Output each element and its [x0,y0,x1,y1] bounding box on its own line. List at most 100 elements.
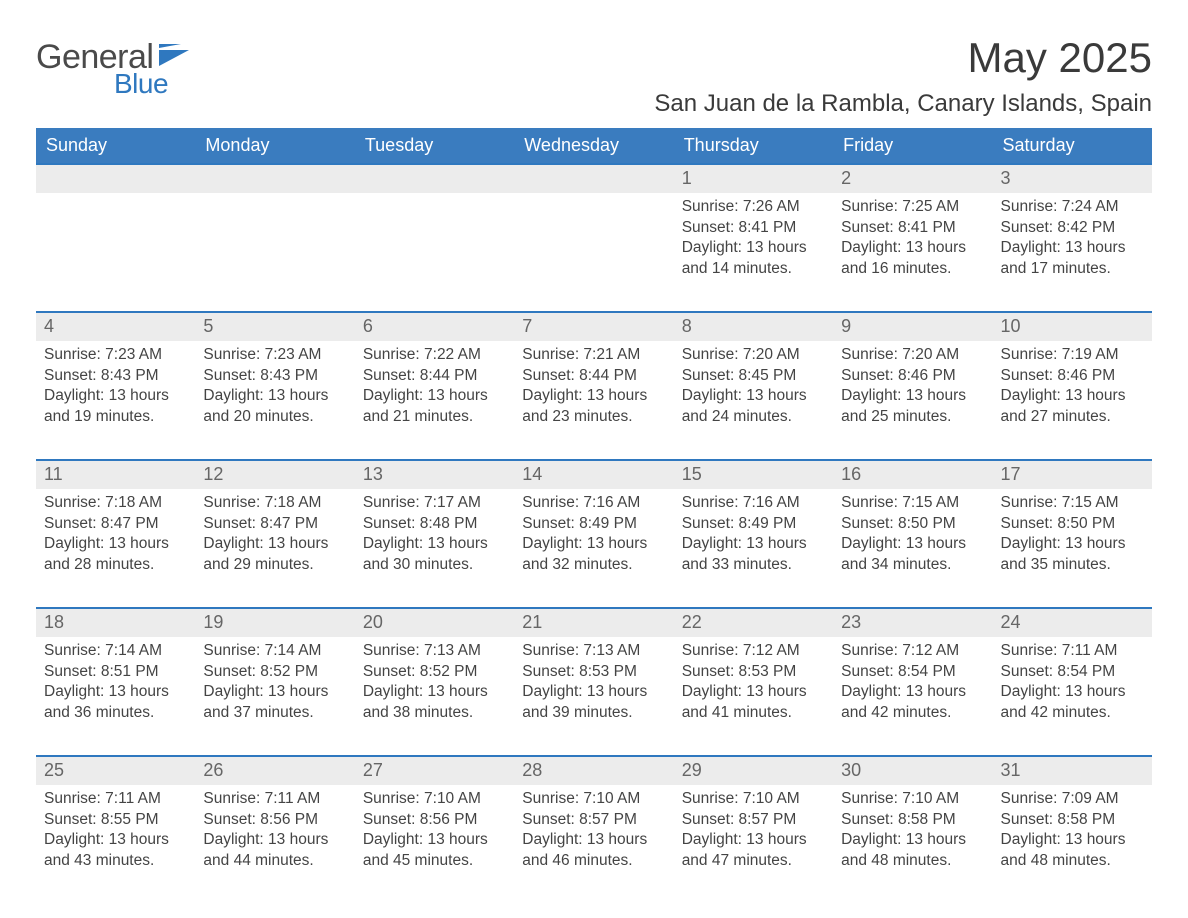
calendar-day-cell: 14Sunrise: 7:16 AMSunset: 8:49 PMDayligh… [514,459,673,607]
day-number [195,163,354,193]
sunset-line: Sunset: 8:49 PM [682,514,825,535]
calendar-day-cell: 20Sunrise: 7:13 AMSunset: 8:52 PMDayligh… [355,607,514,755]
day-details: Sunrise: 7:16 AMSunset: 8:49 PMDaylight:… [674,489,833,585]
page-header: General Blue May 2025 San Juan de la Ram… [36,34,1152,118]
weekday-header: Friday [833,128,992,163]
calendar-header-row: SundayMondayTuesdayWednesdayThursdayFrid… [36,128,1152,163]
day-details: Sunrise: 7:21 AMSunset: 8:44 PMDaylight:… [514,341,673,437]
day-number [355,163,514,193]
day-number: 7 [514,311,673,341]
daylight-line: Daylight: 13 hours and 24 minutes. [682,386,825,428]
day-details: Sunrise: 7:11 AMSunset: 8:54 PMDaylight:… [993,637,1152,733]
sunrise-line: Sunrise: 7:26 AM [682,197,825,218]
daylight-line: Daylight: 13 hours and 45 minutes. [363,830,506,872]
calendar-day-cell: 23Sunrise: 7:12 AMSunset: 8:54 PMDayligh… [833,607,992,755]
calendar-day-cell: 29Sunrise: 7:10 AMSunset: 8:57 PMDayligh… [674,755,833,903]
day-details [355,193,514,205]
calendar-day-cell: 19Sunrise: 7:14 AMSunset: 8:52 PMDayligh… [195,607,354,755]
day-number: 11 [36,459,195,489]
sunrise-line: Sunrise: 7:11 AM [203,789,346,810]
day-details: Sunrise: 7:12 AMSunset: 8:54 PMDaylight:… [833,637,992,733]
calendar-day-cell: 18Sunrise: 7:14 AMSunset: 8:51 PMDayligh… [36,607,195,755]
day-details: Sunrise: 7:15 AMSunset: 8:50 PMDaylight:… [993,489,1152,585]
day-number: 28 [514,755,673,785]
calendar-day-cell: 9Sunrise: 7:20 AMSunset: 8:46 PMDaylight… [833,311,992,459]
day-number: 23 [833,607,992,637]
calendar-day-cell: 22Sunrise: 7:12 AMSunset: 8:53 PMDayligh… [674,607,833,755]
sunset-line: Sunset: 8:47 PM [44,514,187,535]
daylight-line: Daylight: 13 hours and 17 minutes. [1001,238,1144,280]
day-number: 6 [355,311,514,341]
sunrise-line: Sunrise: 7:17 AM [363,493,506,514]
day-number: 26 [195,755,354,785]
calendar-page: General Blue May 2025 San Juan de la Ram… [0,0,1188,918]
day-number: 20 [355,607,514,637]
day-details: Sunrise: 7:10 AMSunset: 8:58 PMDaylight:… [833,785,992,881]
daylight-line: Daylight: 13 hours and 28 minutes. [44,534,187,576]
calendar-day-cell: 2Sunrise: 7:25 AMSunset: 8:41 PMDaylight… [833,163,992,311]
day-details: Sunrise: 7:10 AMSunset: 8:57 PMDaylight:… [674,785,833,881]
sunrise-line: Sunrise: 7:14 AM [44,641,187,662]
day-details: Sunrise: 7:18 AMSunset: 8:47 PMDaylight:… [195,489,354,585]
day-details: Sunrise: 7:20 AMSunset: 8:45 PMDaylight:… [674,341,833,437]
day-details: Sunrise: 7:19 AMSunset: 8:46 PMDaylight:… [993,341,1152,437]
day-details: Sunrise: 7:23 AMSunset: 8:43 PMDaylight:… [195,341,354,437]
weekday-header: Wednesday [514,128,673,163]
day-number: 24 [993,607,1152,637]
sunrise-line: Sunrise: 7:15 AM [1001,493,1144,514]
sunset-line: Sunset: 8:54 PM [1001,662,1144,683]
day-details: Sunrise: 7:13 AMSunset: 8:53 PMDaylight:… [514,637,673,733]
weekday-header: Tuesday [355,128,514,163]
sunset-line: Sunset: 8:42 PM [1001,218,1144,239]
day-number: 12 [195,459,354,489]
day-details: Sunrise: 7:24 AMSunset: 8:42 PMDaylight:… [993,193,1152,289]
sunrise-line: Sunrise: 7:10 AM [363,789,506,810]
sunset-line: Sunset: 8:58 PM [841,810,984,831]
sunset-line: Sunset: 8:43 PM [203,366,346,387]
daylight-line: Daylight: 13 hours and 41 minutes. [682,682,825,724]
calendar-day-cell: 12Sunrise: 7:18 AMSunset: 8:47 PMDayligh… [195,459,354,607]
day-number [36,163,195,193]
day-number [514,163,673,193]
day-number: 1 [674,163,833,193]
day-details: Sunrise: 7:16 AMSunset: 8:49 PMDaylight:… [514,489,673,585]
daylight-line: Daylight: 13 hours and 21 minutes. [363,386,506,428]
sunset-line: Sunset: 8:44 PM [363,366,506,387]
daylight-line: Daylight: 13 hours and 44 minutes. [203,830,346,872]
calendar-day-cell: 11Sunrise: 7:18 AMSunset: 8:47 PMDayligh… [36,459,195,607]
sunrise-line: Sunrise: 7:21 AM [522,345,665,366]
calendar-day-cell: 8Sunrise: 7:20 AMSunset: 8:45 PMDaylight… [674,311,833,459]
calendar-week-row: 1Sunrise: 7:26 AMSunset: 8:41 PMDaylight… [36,163,1152,311]
sunset-line: Sunset: 8:47 PM [203,514,346,535]
day-details: Sunrise: 7:13 AMSunset: 8:52 PMDaylight:… [355,637,514,733]
sunrise-line: Sunrise: 7:10 AM [522,789,665,810]
sunrise-line: Sunrise: 7:12 AM [682,641,825,662]
sunrise-line: Sunrise: 7:19 AM [1001,345,1144,366]
calendar-week-row: 11Sunrise: 7:18 AMSunset: 8:47 PMDayligh… [36,459,1152,607]
daylight-line: Daylight: 13 hours and 19 minutes. [44,386,187,428]
day-details: Sunrise: 7:10 AMSunset: 8:56 PMDaylight:… [355,785,514,881]
sunset-line: Sunset: 8:52 PM [203,662,346,683]
sunrise-line: Sunrise: 7:14 AM [203,641,346,662]
sunrise-line: Sunrise: 7:09 AM [1001,789,1144,810]
sunrise-line: Sunrise: 7:22 AM [363,345,506,366]
day-details: Sunrise: 7:14 AMSunset: 8:52 PMDaylight:… [195,637,354,733]
day-number: 15 [674,459,833,489]
day-details: Sunrise: 7:11 AMSunset: 8:55 PMDaylight:… [36,785,195,881]
sunrise-line: Sunrise: 7:11 AM [44,789,187,810]
day-details [514,193,673,205]
daylight-line: Daylight: 13 hours and 29 minutes. [203,534,346,576]
day-number: 2 [833,163,992,193]
sunrise-line: Sunrise: 7:23 AM [44,345,187,366]
daylight-line: Daylight: 13 hours and 43 minutes. [44,830,187,872]
daylight-line: Daylight: 13 hours and 23 minutes. [522,386,665,428]
daylight-line: Daylight: 13 hours and 46 minutes. [522,830,665,872]
day-number: 21 [514,607,673,637]
weekday-header: Sunday [36,128,195,163]
daylight-line: Daylight: 13 hours and 35 minutes. [1001,534,1144,576]
sunset-line: Sunset: 8:50 PM [1001,514,1144,535]
calendar-table: SundayMondayTuesdayWednesdayThursdayFrid… [36,128,1152,903]
calendar-day-cell: 30Sunrise: 7:10 AMSunset: 8:58 PMDayligh… [833,755,992,903]
calendar-day-cell: 5Sunrise: 7:23 AMSunset: 8:43 PMDaylight… [195,311,354,459]
sunset-line: Sunset: 8:55 PM [44,810,187,831]
